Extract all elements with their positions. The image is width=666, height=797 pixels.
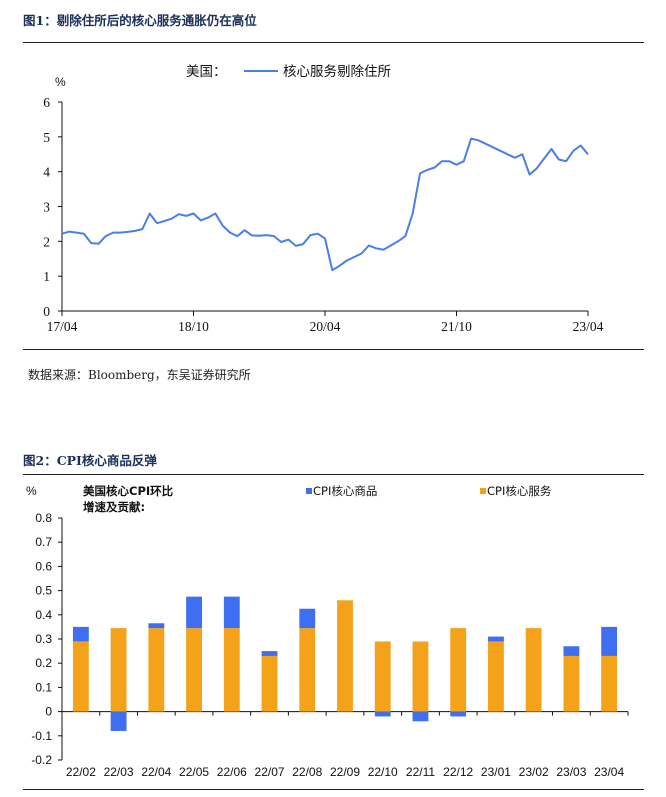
y-tick-label: -0.2 [31,753,52,767]
chart-note-line2: 增速及贡献: [83,500,145,514]
figure2-caption: 图2：CPI核心商品反弹 [23,453,157,468]
bar-services-22-07 [261,655,278,712]
legend: CPI核心商品 CPI核心服务 [306,484,552,498]
legend-swatch-services [480,488,486,494]
x-tick-label: 17/04 [47,319,78,334]
bar-goods-22-06 [223,596,240,629]
y-tick-label: 6 [43,95,50,110]
y-tick-label: 0.3 [35,632,52,646]
bar-services-22-06 [223,628,240,712]
x-tick-label: 21/10 [441,319,472,334]
figure1-top-rule [23,42,644,43]
bar-services-23-03 [563,655,580,712]
y-unit-label: % [55,75,66,89]
legend-label-services: CPI核心服务 [487,484,552,498]
x-tick-label: 22/08 [292,765,322,779]
y-tick-label: 0.2 [35,656,52,670]
bar-services-23-04 [601,655,618,712]
y-tick-label: 2 [43,234,50,249]
x-tick-label: 23/04 [594,765,624,779]
y-tick-label: 0.1 [35,680,52,694]
x-tick-label: 22/02 [66,765,96,779]
bar-services-22-02 [72,641,89,712]
legend-label-goods: CPI核心商品 [313,484,377,498]
bar-services-23-02 [525,628,542,712]
axes [58,101,589,316]
bar-goods-23-03 [563,646,580,656]
x-tick-label: 22/05 [179,765,209,779]
bars [72,596,618,731]
x-tick-label: 22/06 [217,765,247,779]
source-note: 数据来源：Bloomberg，东吴证券研究所 [28,368,251,382]
y-tick-label: 0.7 [35,535,52,549]
x-tick-label: 22/09 [330,765,360,779]
chart-note-line1: 美国核心CPI环比 [83,484,174,498]
figure1-bottom-rule [23,349,644,350]
x-tick-label: 23/02 [519,765,549,779]
legend: 美国： 核心服务剔除住所 [186,64,391,80]
x-tick-label: 22/04 [141,765,171,779]
tick-labels: 0 1 2 3 4 5 6 17/04 18/10 20/04 21/10 23/04 [43,95,603,334]
line-chart: % 美国： 核心服务剔除住所 0 1 2 3 4 5 6 17/04 18/10 20/04 21/… [43,64,603,334]
figure1-caption: 图1：剔除住所后的核心服务通胀仍在高位 [23,13,257,28]
x-tick-label: 23/03 [556,765,586,779]
y-tick-label: 5 [43,130,50,145]
bar-services-22-03 [110,628,127,712]
y-tick-label: 0 [43,304,50,319]
bar-goods-22-04 [148,623,165,629]
bar-services-22-11 [412,641,429,712]
bar-goods-22-11 [412,711,429,722]
x-tick-label: 20/04 [310,319,341,334]
figure2-top-rule [23,474,644,475]
bar-goods-23-04 [601,626,618,656]
legend-series-label: 核心服务剔除住所 [283,64,391,80]
bar-services-22-10 [374,641,391,712]
y-tick-label: 0.6 [35,559,52,573]
figure2-bottom-rule [23,789,644,790]
bar-services-22-04 [148,628,165,712]
y-tick-label: 1 [43,269,50,284]
bar-goods-22-08 [299,608,316,629]
bar-services-23-01 [488,641,504,712]
y-tick-label: 0.8 [35,511,52,525]
legend-swatch-goods [306,488,312,494]
bar-chart: % 美国核心CPI环比 增速及贡献: CPI核心商品 CPI核心服务 0.80.… [26,484,629,779]
x-tick-label: 23/04 [573,319,604,334]
tick-labels: 0.8 0.7 0.6 0.5 0.4 0.3 0.2 0.1 0 -0.1 -0.2 22/02 22… [31,511,624,779]
bar-goods-22-12 [450,711,467,717]
y-tick-label: 4 [43,165,50,180]
bar-goods-22-05 [186,596,202,629]
y-tick-label: 3 [43,200,50,215]
x-tick-label: 22/03 [104,765,134,779]
series-line [61,137,589,272]
bar-goods-22-07 [261,651,278,656]
x-tick-label: 22/07 [255,765,285,779]
bar-goods-23-01 [488,636,504,642]
bar-services-22-08 [299,628,316,712]
bar-goods-22-10 [374,711,391,717]
bar-goods-22-03 [110,711,127,731]
y-tick-label: 0.4 [35,608,52,622]
y-tick-label: 0.5 [35,584,52,598]
bar-services-22-09 [337,600,353,712]
x-tick-label: 22/10 [368,765,398,779]
x-tick-label: 22/12 [443,765,473,779]
bar-goods-22-02 [72,626,89,642]
x-tick-label: 23/01 [481,765,511,779]
y-unit-label: % [26,484,37,498]
y-tick-label: 0 [45,705,52,719]
bar-services-22-12 [450,628,467,712]
y-tick-label: -0.1 [31,729,52,743]
bar-services-22-05 [186,628,202,712]
legend-prefix: 美国： [186,64,227,80]
x-tick-label: 22/11 [406,765,435,779]
x-tick-label: 18/10 [178,319,209,334]
